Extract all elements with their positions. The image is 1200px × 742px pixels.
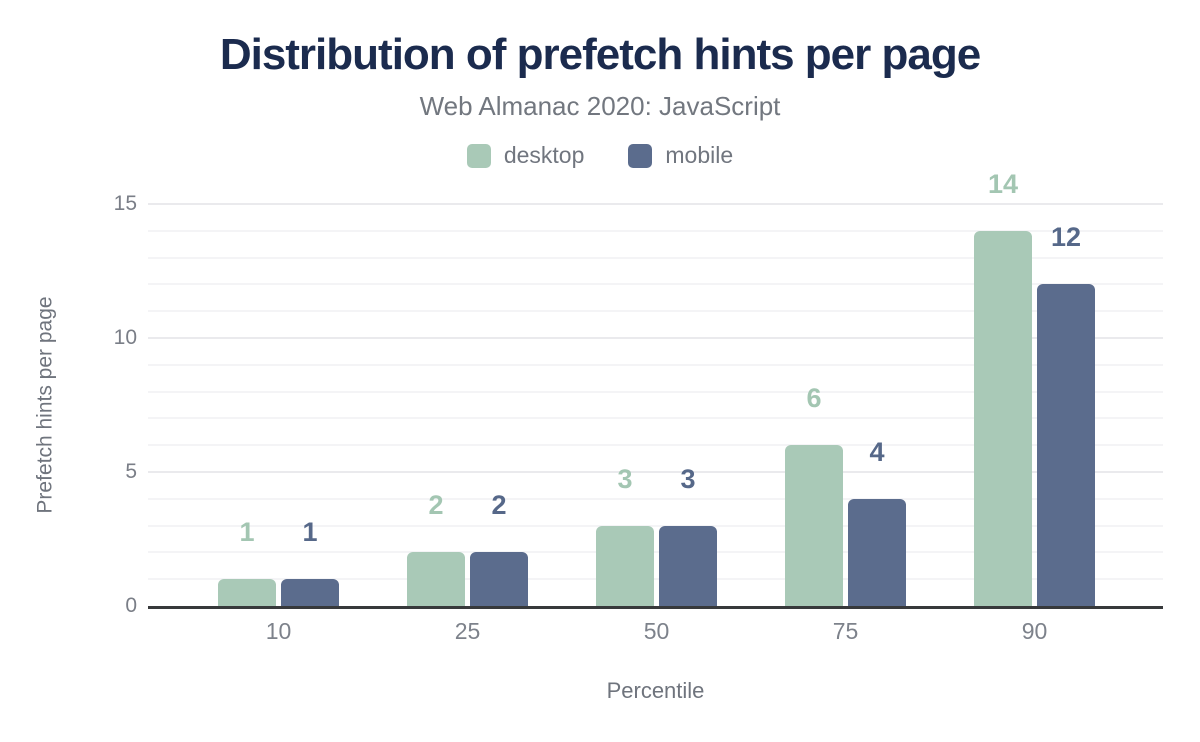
mobile-bar[interactable] xyxy=(659,525,717,606)
desktop-bar[interactable] xyxy=(596,525,654,606)
minor-gridline xyxy=(148,417,1163,420)
x-axis-title: Percentile xyxy=(606,678,705,703)
x-tick-label: 10 xyxy=(265,618,292,644)
y-tick-label: 15 xyxy=(113,192,137,215)
legend: desktop mobile xyxy=(0,142,1200,169)
x-tick-label: 75 xyxy=(832,618,859,644)
mobile-swatch-icon xyxy=(628,143,653,168)
minor-gridline xyxy=(148,363,1163,366)
minor-gridline xyxy=(148,229,1163,232)
bar-groups: 1 1 2 2 3 3 6 4 14 12 xyxy=(184,169,1129,606)
minor-gridline xyxy=(148,283,1163,286)
major-gridline xyxy=(148,471,1163,473)
minor-gridline xyxy=(148,310,1163,313)
y-tick-label: 10 xyxy=(113,326,137,349)
desktop-bar-value: 6 xyxy=(806,383,822,414)
mobile-bar-value: 4 xyxy=(869,436,885,467)
mobile-bar-value: 2 xyxy=(491,490,507,521)
desktop-bar-value: 2 xyxy=(428,490,444,521)
minor-gridline xyxy=(148,497,1163,500)
mobile-bar-value: 3 xyxy=(680,463,696,494)
legend-item-mobile[interactable]: mobile xyxy=(628,142,733,169)
minor-gridline xyxy=(148,390,1163,393)
chart-subtitle: Web Almanac 2020: JavaScript xyxy=(419,91,781,121)
plot-area: 1 1 2 2 3 3 6 4 14 12 xyxy=(148,169,1163,609)
mobile-bar-value: 1 xyxy=(302,517,318,548)
mobile-bar[interactable] xyxy=(848,498,906,606)
desktop-bar[interactable] xyxy=(785,445,843,606)
desktop-bar[interactable] xyxy=(218,579,276,606)
desktop-bar-value: 14 xyxy=(987,168,1019,199)
chart-title: Distribution of prefetch hints per page xyxy=(219,30,981,79)
minor-gridline xyxy=(148,578,1163,581)
x-tick-label: 90 xyxy=(1021,618,1048,644)
legend-label-mobile: mobile xyxy=(665,142,734,168)
y-tick-label: 0 xyxy=(125,594,137,617)
major-gridline xyxy=(148,337,1163,339)
y-tick-label: 5 xyxy=(125,460,137,483)
x-axis-ticks: 10 25 50 75 90 xyxy=(184,618,1129,645)
minor-gridline xyxy=(148,256,1163,259)
minor-gridline xyxy=(148,444,1163,447)
desktop-swatch-icon xyxy=(466,143,491,168)
minor-gridline xyxy=(148,551,1163,554)
gridlines xyxy=(148,203,1163,606)
mobile-bar[interactable] xyxy=(470,552,528,606)
major-gridline xyxy=(148,203,1163,205)
legend-label-desktop: desktop xyxy=(503,142,585,168)
minor-gridline xyxy=(148,524,1163,527)
legend-item-desktop[interactable]: desktop xyxy=(466,142,585,169)
mobile-bar[interactable] xyxy=(1037,284,1095,606)
desktop-bar[interactable] xyxy=(407,552,465,606)
mobile-bar-value: 12 xyxy=(1050,222,1082,253)
y-axis-ticks: 0 5 10 15 xyxy=(0,193,137,617)
mobile-bar[interactable] xyxy=(281,579,339,606)
bar-group-90: 14 12 xyxy=(940,169,1129,606)
desktop-bar[interactable] xyxy=(974,230,1032,606)
x-tick-label: 25 xyxy=(454,618,481,644)
desktop-bar-value: 3 xyxy=(617,463,633,494)
desktop-bar-value: 1 xyxy=(239,517,255,548)
x-tick-label: 50 xyxy=(643,618,670,644)
